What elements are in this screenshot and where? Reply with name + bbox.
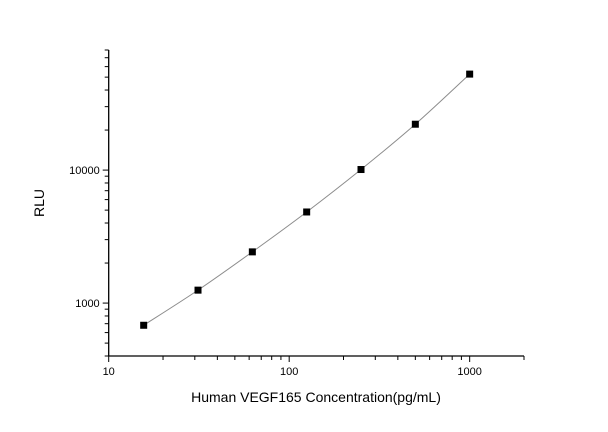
x-tick-label: 1000 <box>457 366 481 378</box>
fit-curve <box>143 73 471 326</box>
x-axis-label: Human VEGF165 Concentration(pg/mL) <box>191 389 441 405</box>
data-point <box>248 248 256 256</box>
y-tick-label: 1000 <box>75 298 99 310</box>
data-point <box>303 208 311 216</box>
y-tick-label: 10000 <box>69 165 100 177</box>
data-point <box>411 120 419 128</box>
x-tick-label: 100 <box>280 366 298 378</box>
data-point <box>466 70 474 78</box>
y-axis-label: RLU <box>31 189 47 217</box>
axis-ticks <box>102 49 525 362</box>
data-point <box>357 166 365 174</box>
data-point <box>194 286 202 294</box>
data-points <box>140 70 474 329</box>
data-point <box>140 321 148 329</box>
x-tick-label: 10 <box>103 366 115 378</box>
